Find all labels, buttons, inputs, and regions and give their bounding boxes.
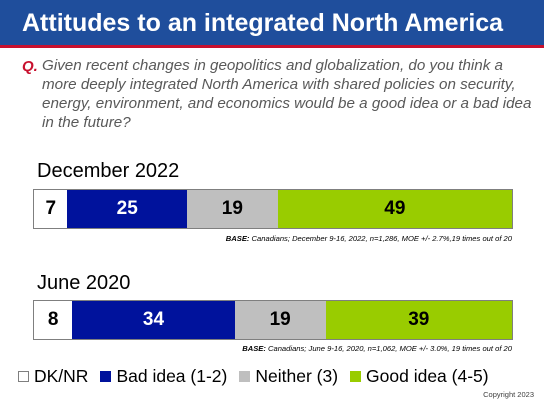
page-title: Attitudes to an integrated North America xyxy=(22,9,504,37)
legend-item-good-idea-4-5: Good idea (4-5) xyxy=(350,366,489,387)
stacked-bar-december-2022: 7 25 19 49 xyxy=(33,189,513,229)
legend-label: Neither (3) xyxy=(255,365,339,386)
legend-swatch xyxy=(18,370,29,382)
base-note-label: BASE: xyxy=(225,234,250,243)
question-text: Given recent changes in geopolitics and … xyxy=(42,57,532,131)
bar-segment-bad-idea-1-2: 34 xyxy=(72,301,235,339)
bar-segment-good-idea-4-5: 49 xyxy=(277,190,512,228)
copyright-text: Copyright 2023 xyxy=(483,390,534,399)
legend-item-dk-nr: DK/NR xyxy=(18,366,88,387)
bar-segment-good-idea-4-5: 39 xyxy=(325,301,512,339)
base-note-june-2020: BASE: Canadians; June 9-16, 2020, n=1,06… xyxy=(242,344,512,353)
data-label: 7 xyxy=(45,198,57,219)
bar-segment-neither-3: 19 xyxy=(234,301,326,339)
bar-segment-dk-nr: 7 xyxy=(34,190,68,228)
legend-label: Bad idea (1-2) xyxy=(116,365,228,386)
data-label: 8 xyxy=(47,309,59,330)
data-label: 25 xyxy=(116,198,138,219)
panel-title-december-2022: December 2022 xyxy=(37,160,180,182)
data-label: 39 xyxy=(408,309,430,330)
bar-segment-bad-idea-1-2: 25 xyxy=(67,190,187,228)
legend-swatch xyxy=(100,370,112,382)
data-label: 34 xyxy=(142,309,165,330)
legend-label: Good idea (4-5) xyxy=(366,365,489,386)
bar-segment-neither-3: 19 xyxy=(186,190,278,228)
legend-swatch xyxy=(350,370,362,382)
panel-title-june-2020: June 2020 xyxy=(37,272,131,294)
question-label: Q. xyxy=(22,58,38,75)
data-label: 49 xyxy=(384,198,406,219)
legend-swatch xyxy=(239,370,251,382)
legend-item-bad-idea-1-2: Bad idea (1-2) xyxy=(100,366,227,387)
stacked-bar-june-2020: 8 34 19 39 xyxy=(33,300,513,340)
chart-legend: DK/NR Bad idea (1-2) Neither (3) Good idea … xyxy=(18,364,501,388)
base-note-label: BASE: xyxy=(242,344,266,353)
base-note-december-2022: BASE: Canadians; December 9-16, 2022, n=… xyxy=(226,234,512,243)
data-label: 19 xyxy=(269,309,291,330)
legend-item-neither-3: Neither (3) xyxy=(239,366,338,387)
legend-label: DK/NR xyxy=(34,365,89,386)
base-note-text: Canadians; June 9-16, 2020, n=1,062, MOE… xyxy=(268,344,512,353)
title-banner: Attitudes to an integrated North America xyxy=(0,0,544,48)
base-note-text: Canadians; December 9-16, 2022, n=1,286,… xyxy=(251,234,512,243)
bar-segment-dk-nr: 8 xyxy=(34,301,73,339)
data-label: 19 xyxy=(221,198,243,219)
